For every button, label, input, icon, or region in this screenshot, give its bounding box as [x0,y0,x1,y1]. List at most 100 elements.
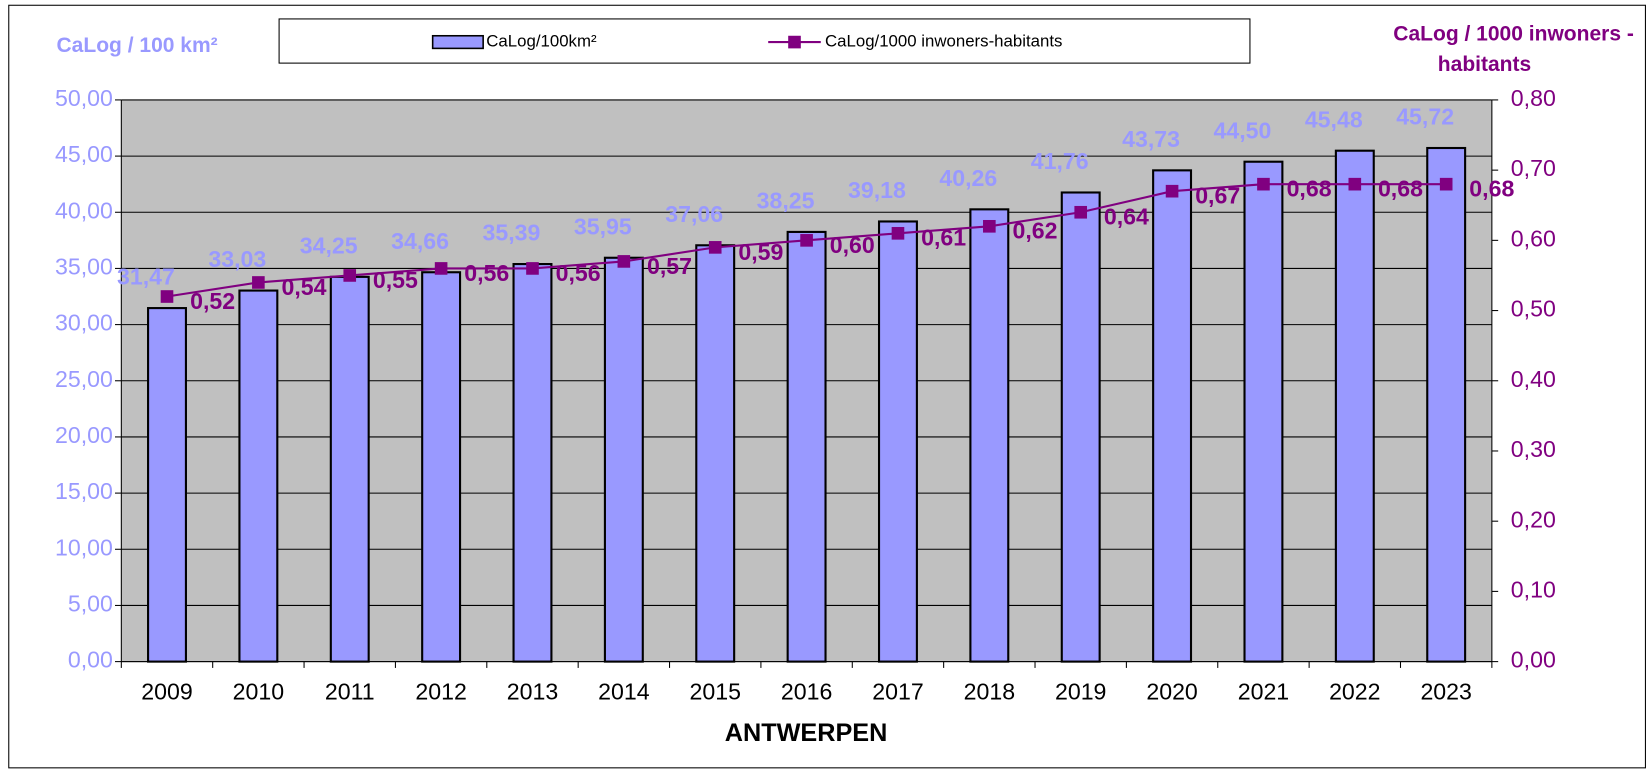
y-tick-label: 15,00 [55,478,113,504]
line-value-label: 0,56 [556,260,601,286]
line-value-label: 0,55 [373,267,418,293]
line-marker [800,234,813,247]
legend [278,18,1251,64]
x-tick-label: 2012 [415,678,466,704]
bar-value-label: 43,73 [1122,126,1180,152]
y-tick-label: 35,00 [55,254,113,280]
bar [1152,169,1193,663]
bar-value-label: 33,03 [208,246,266,272]
line-value-label: 0,61 [921,225,966,251]
y-tick-label: 30,00 [55,310,113,336]
line-value-label: 0,62 [1012,218,1057,244]
bar [1060,191,1101,663]
y-tick-label: 20,00 [55,422,113,448]
x-tick-label: 2015 [689,678,740,704]
line-marker [1439,177,1453,191]
bar [969,208,1010,663]
bar [786,230,827,663]
bar [695,244,736,663]
bar-value-label: 45,72 [1396,104,1454,130]
bar-value-label: 37,06 [665,201,723,227]
line-marker [1257,177,1270,191]
y2-tick-label: 0,40 [1511,366,1556,392]
x-tick-label: 2021 [1238,678,1289,704]
x-tick-label: 2010 [233,678,284,704]
bar-value-label: 34,25 [300,233,358,259]
line-value-label: 0,54 [282,274,327,300]
line-value-label: 0,57 [647,253,692,279]
bar-value-label: 31,47 [117,264,175,290]
bar [238,289,279,663]
y2-tick-label: 0,00 [1511,647,1556,673]
line-marker [1074,205,1088,219]
y2-tick-label: 0,50 [1511,296,1556,322]
line-marker [252,276,265,289]
x-tick-label: 2023 [1420,678,1471,704]
bar [603,256,644,663]
bar-value-label: 35,39 [483,220,541,246]
y-tick-label: 40,00 [55,197,113,223]
bar [147,307,187,663]
x-tick-label: 2013 [507,678,558,704]
y-tick-label: 25,00 [55,366,113,392]
line-marker [983,219,996,233]
bar [329,275,370,663]
line-value-label: 0,64 [1104,204,1149,230]
x-tick-label: 2011 [325,678,375,704]
y-tick-label: 5,00 [68,591,113,617]
y-tick-label: 0,00 [68,647,113,673]
y-tick-label: 10,00 [55,534,113,560]
legend-swatch [431,34,484,50]
bar [1334,149,1375,663]
line-value-label: 0,56 [464,260,509,286]
x-tick-label: 2022 [1329,678,1380,704]
x-axis-title: ANTWERPEN [725,719,888,747]
y2-axis-title: CaLog / 1000 inwoners - [1393,22,1634,45]
bar-value-label: 45,48 [1305,106,1363,132]
bar [421,271,462,663]
bar-value-label: 35,95 [574,213,632,239]
line-marker [526,262,539,275]
x-tick-label: 2019 [1055,678,1106,704]
line-marker [434,262,448,275]
line-value-label: 0,68 [1378,176,1423,202]
y2-tick-label: 0,70 [1511,155,1556,181]
legend-label: CaLog/1000 inwoners-habitants [825,32,1062,51]
y2-axis-title: habitants [1438,53,1531,76]
line-marker [1165,184,1179,198]
line-value-label: 0,59 [738,239,783,265]
y-tick-label: 50,00 [55,85,113,111]
y-tick-label: 45,00 [55,141,113,167]
y2-tick-label: 0,60 [1511,225,1556,251]
line-marker [708,241,722,254]
bar-value-label: 38,25 [757,188,815,214]
bar-value-label: 40,26 [939,165,997,191]
bar [512,262,553,663]
line-value-label: 0,52 [190,288,235,314]
line-marker [343,269,357,282]
y2-tick-label: 0,10 [1511,577,1556,603]
line-value-label: 0,68 [1287,176,1332,202]
bar-value-label: 41,76 [1031,148,1089,174]
line-marker [160,290,174,303]
y2-tick-label: 0,80 [1511,85,1556,111]
x-tick-label: 2014 [598,678,650,704]
bar [877,220,918,663]
bar [1426,146,1467,663]
line-marker [891,227,905,240]
line-value-label: 0,68 [1469,176,1514,202]
x-tick-label: 2017 [872,678,923,704]
x-tick-label: 2020 [1146,678,1197,704]
line-value-label: 0,67 [1195,183,1240,209]
y-axis-title: CaLog / 100 km² [57,34,218,57]
y2-tick-label: 0,30 [1511,436,1556,462]
line-marker [617,255,631,268]
line-value-label: 0,60 [830,232,875,258]
line-marker [1348,177,1362,191]
legend-swatch [788,35,801,49]
y2-tick-label: 0,20 [1511,506,1556,532]
bar [1243,160,1284,663]
x-tick-label: 2009 [141,678,192,704]
